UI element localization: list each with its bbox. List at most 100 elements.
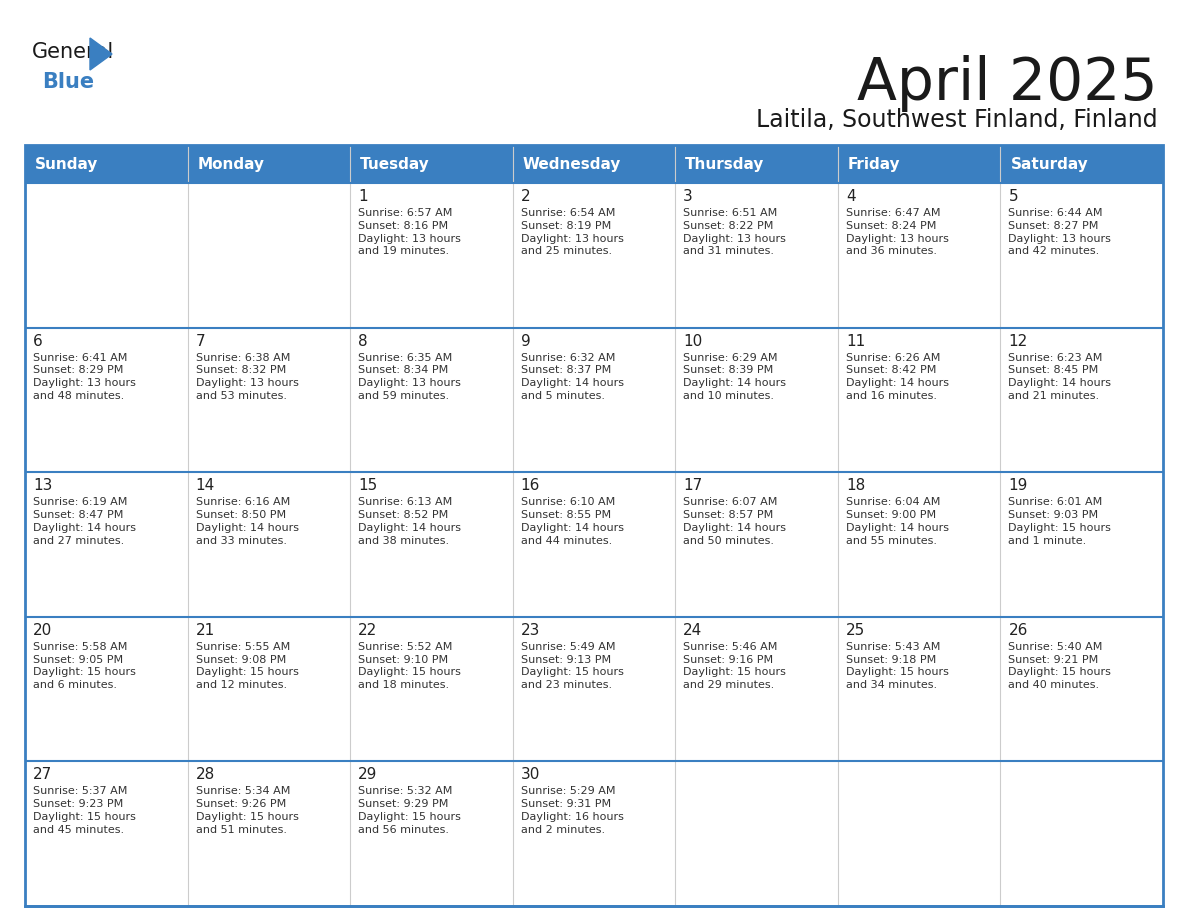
Text: 18: 18: [846, 478, 865, 493]
Text: 15: 15: [358, 478, 378, 493]
Text: Sunrise: 6:29 AM
Sunset: 8:39 PM
Daylight: 14 hours
and 10 minutes.: Sunrise: 6:29 AM Sunset: 8:39 PM Dayligh…: [683, 353, 786, 401]
Text: Sunrise: 6:51 AM
Sunset: 8:22 PM
Daylight: 13 hours
and 31 minutes.: Sunrise: 6:51 AM Sunset: 8:22 PM Dayligh…: [683, 208, 786, 256]
Text: Sunrise: 6:19 AM
Sunset: 8:47 PM
Daylight: 14 hours
and 27 minutes.: Sunrise: 6:19 AM Sunset: 8:47 PM Dayligh…: [33, 498, 135, 545]
Bar: [25, 145, 1163, 906]
Text: Sunrise: 5:29 AM
Sunset: 9:31 PM
Daylight: 16 hours
and 2 minutes.: Sunrise: 5:29 AM Sunset: 9:31 PM Dayligh…: [520, 787, 624, 834]
Text: 5: 5: [1009, 189, 1018, 204]
Text: 2: 2: [520, 189, 530, 204]
Bar: [675, 617, 838, 761]
Text: 25: 25: [846, 622, 865, 638]
Text: Sunrise: 5:34 AM
Sunset: 9:26 PM
Daylight: 15 hours
and 51 minutes.: Sunrise: 5:34 AM Sunset: 9:26 PM Dayligh…: [196, 787, 298, 834]
Text: 13: 13: [33, 478, 52, 493]
Text: Wednesday: Wednesday: [523, 156, 621, 172]
Bar: [25, 145, 188, 183]
Bar: [838, 617, 1000, 761]
Text: 16: 16: [520, 478, 541, 493]
Bar: [513, 617, 675, 761]
Text: Blue: Blue: [42, 72, 94, 92]
Bar: [675, 145, 838, 183]
Bar: [350, 183, 513, 328]
Bar: [350, 617, 513, 761]
Bar: [25, 183, 188, 328]
Bar: [350, 328, 513, 472]
Text: April 2025: April 2025: [858, 55, 1158, 112]
Bar: [1000, 761, 1163, 906]
Text: Sunrise: 6:23 AM
Sunset: 8:45 PM
Daylight: 14 hours
and 21 minutes.: Sunrise: 6:23 AM Sunset: 8:45 PM Dayligh…: [1009, 353, 1112, 401]
Bar: [1000, 145, 1163, 183]
Text: 10: 10: [683, 333, 702, 349]
Text: Sunrise: 6:07 AM
Sunset: 8:57 PM
Daylight: 14 hours
and 50 minutes.: Sunrise: 6:07 AM Sunset: 8:57 PM Dayligh…: [683, 498, 786, 545]
Text: Sunrise: 6:38 AM
Sunset: 8:32 PM
Daylight: 13 hours
and 53 minutes.: Sunrise: 6:38 AM Sunset: 8:32 PM Dayligh…: [196, 353, 298, 401]
Text: Sunrise: 5:32 AM
Sunset: 9:29 PM
Daylight: 15 hours
and 56 minutes.: Sunrise: 5:32 AM Sunset: 9:29 PM Dayligh…: [358, 787, 461, 834]
Bar: [25, 761, 188, 906]
Text: Sunrise: 6:10 AM
Sunset: 8:55 PM
Daylight: 14 hours
and 44 minutes.: Sunrise: 6:10 AM Sunset: 8:55 PM Dayligh…: [520, 498, 624, 545]
Bar: [350, 761, 513, 906]
Text: Sunrise: 5:49 AM
Sunset: 9:13 PM
Daylight: 15 hours
and 23 minutes.: Sunrise: 5:49 AM Sunset: 9:13 PM Dayligh…: [520, 642, 624, 690]
Text: Sunrise: 5:37 AM
Sunset: 9:23 PM
Daylight: 15 hours
and 45 minutes.: Sunrise: 5:37 AM Sunset: 9:23 PM Dayligh…: [33, 787, 135, 834]
Text: 19: 19: [1009, 478, 1028, 493]
Bar: [188, 183, 350, 328]
Text: Sunrise: 5:52 AM
Sunset: 9:10 PM
Daylight: 15 hours
and 18 minutes.: Sunrise: 5:52 AM Sunset: 9:10 PM Dayligh…: [358, 642, 461, 690]
Text: Sunrise: 5:40 AM
Sunset: 9:21 PM
Daylight: 15 hours
and 40 minutes.: Sunrise: 5:40 AM Sunset: 9:21 PM Dayligh…: [1009, 642, 1111, 690]
Text: 1: 1: [358, 189, 368, 204]
Text: 6: 6: [33, 333, 43, 349]
Bar: [513, 472, 675, 617]
Text: Monday: Monday: [197, 156, 265, 172]
Text: Sunrise: 6:47 AM
Sunset: 8:24 PM
Daylight: 13 hours
and 36 minutes.: Sunrise: 6:47 AM Sunset: 8:24 PM Dayligh…: [846, 208, 949, 256]
Bar: [188, 761, 350, 906]
Text: 22: 22: [358, 622, 378, 638]
Bar: [350, 145, 513, 183]
Text: Sunrise: 6:57 AM
Sunset: 8:16 PM
Daylight: 13 hours
and 19 minutes.: Sunrise: 6:57 AM Sunset: 8:16 PM Dayligh…: [358, 208, 461, 256]
Bar: [350, 472, 513, 617]
Text: 7: 7: [196, 333, 206, 349]
Bar: [188, 328, 350, 472]
Text: Sunrise: 6:04 AM
Sunset: 9:00 PM
Daylight: 14 hours
and 55 minutes.: Sunrise: 6:04 AM Sunset: 9:00 PM Dayligh…: [846, 498, 949, 545]
Text: 8: 8: [358, 333, 368, 349]
Text: 9: 9: [520, 333, 531, 349]
Text: 12: 12: [1009, 333, 1028, 349]
Bar: [1000, 472, 1163, 617]
Text: Sunrise: 6:35 AM
Sunset: 8:34 PM
Daylight: 13 hours
and 59 minutes.: Sunrise: 6:35 AM Sunset: 8:34 PM Dayligh…: [358, 353, 461, 401]
Bar: [513, 328, 675, 472]
Text: Tuesday: Tuesday: [360, 156, 430, 172]
Text: Sunrise: 6:41 AM
Sunset: 8:29 PM
Daylight: 13 hours
and 48 minutes.: Sunrise: 6:41 AM Sunset: 8:29 PM Dayligh…: [33, 353, 135, 401]
Text: 30: 30: [520, 767, 541, 782]
Text: 29: 29: [358, 767, 378, 782]
Text: Sunrise: 5:58 AM
Sunset: 9:05 PM
Daylight: 15 hours
and 6 minutes.: Sunrise: 5:58 AM Sunset: 9:05 PM Dayligh…: [33, 642, 135, 690]
Bar: [838, 472, 1000, 617]
Bar: [513, 145, 675, 183]
Text: Sunrise: 5:55 AM
Sunset: 9:08 PM
Daylight: 15 hours
and 12 minutes.: Sunrise: 5:55 AM Sunset: 9:08 PM Dayligh…: [196, 642, 298, 690]
Text: Sunday: Sunday: [34, 156, 99, 172]
Text: 11: 11: [846, 333, 865, 349]
Bar: [838, 183, 1000, 328]
Bar: [188, 617, 350, 761]
Text: Saturday: Saturday: [1011, 156, 1088, 172]
Bar: [838, 761, 1000, 906]
Bar: [513, 761, 675, 906]
Polygon shape: [90, 38, 112, 70]
Text: 4: 4: [846, 189, 855, 204]
Text: Sunrise: 5:43 AM
Sunset: 9:18 PM
Daylight: 15 hours
and 34 minutes.: Sunrise: 5:43 AM Sunset: 9:18 PM Dayligh…: [846, 642, 949, 690]
Bar: [513, 183, 675, 328]
Text: 21: 21: [196, 622, 215, 638]
Text: Sunrise: 6:26 AM
Sunset: 8:42 PM
Daylight: 14 hours
and 16 minutes.: Sunrise: 6:26 AM Sunset: 8:42 PM Dayligh…: [846, 353, 949, 401]
Bar: [675, 761, 838, 906]
Bar: [1000, 328, 1163, 472]
Text: 20: 20: [33, 622, 52, 638]
Text: Sunrise: 6:01 AM
Sunset: 9:03 PM
Daylight: 15 hours
and 1 minute.: Sunrise: 6:01 AM Sunset: 9:03 PM Dayligh…: [1009, 498, 1111, 545]
Bar: [25, 472, 188, 617]
Text: Friday: Friday: [848, 156, 901, 172]
Bar: [838, 145, 1000, 183]
Bar: [838, 328, 1000, 472]
Text: Sunrise: 6:44 AM
Sunset: 8:27 PM
Daylight: 13 hours
and 42 minutes.: Sunrise: 6:44 AM Sunset: 8:27 PM Dayligh…: [1009, 208, 1111, 256]
Text: General: General: [32, 42, 114, 62]
Bar: [188, 145, 350, 183]
Text: Sunrise: 6:16 AM
Sunset: 8:50 PM
Daylight: 14 hours
and 33 minutes.: Sunrise: 6:16 AM Sunset: 8:50 PM Dayligh…: [196, 498, 298, 545]
Bar: [1000, 617, 1163, 761]
Text: Sunrise: 6:32 AM
Sunset: 8:37 PM
Daylight: 14 hours
and 5 minutes.: Sunrise: 6:32 AM Sunset: 8:37 PM Dayligh…: [520, 353, 624, 401]
Text: 28: 28: [196, 767, 215, 782]
Bar: [1000, 183, 1163, 328]
Bar: [675, 472, 838, 617]
Text: 3: 3: [683, 189, 693, 204]
Text: 14: 14: [196, 478, 215, 493]
